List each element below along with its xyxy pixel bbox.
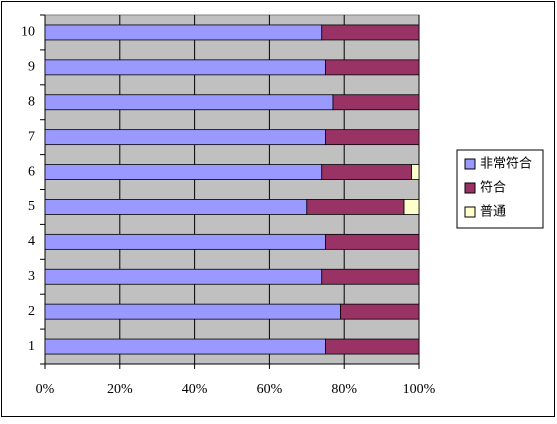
y-tick-label: 8 [28, 94, 35, 109]
bar-segment [44, 24, 323, 41]
bar-segment [44, 164, 323, 180]
bar-segment [325, 233, 420, 250]
bar-segment [44, 338, 326, 355]
bar-segment [44, 94, 334, 111]
bar-segment [325, 338, 420, 355]
x-tick-label: 80% [331, 382, 357, 397]
bar-segment [321, 268, 420, 285]
legend-label: 普通 [480, 205, 506, 220]
bar-segment [44, 303, 341, 320]
y-tick-label: 2 [28, 304, 35, 319]
y-tick-label: 4 [28, 234, 35, 249]
legend-swatch [464, 182, 476, 194]
legend-label: 非常符合 [480, 156, 532, 172]
bar-segment [321, 164, 412, 180]
bar-segment [340, 303, 420, 320]
bar-segment [44, 129, 326, 146]
x-tick-label: 40% [182, 382, 208, 397]
y-tick-label: 3 [28, 269, 35, 284]
y-tick-label: 1 [28, 339, 35, 354]
x-tick-label: 100% [403, 382, 436, 397]
bar-segment [44, 59, 326, 76]
bar-segment [306, 199, 405, 215]
legend-swatch [464, 158, 476, 170]
bar-segment [325, 59, 420, 76]
y-tick-label: 7 [28, 129, 35, 144]
y-tick-label: 10 [21, 25, 35, 40]
legend-swatch [464, 206, 476, 218]
y-tick-label: 6 [28, 164, 35, 179]
bar-segment [44, 268, 323, 285]
bar-segment [44, 233, 326, 250]
x-tick-label: 0% [36, 382, 55, 397]
bar-segment [332, 94, 420, 111]
bar-segment [44, 199, 308, 215]
bar-segment [411, 164, 420, 180]
x-tick-label: 20% [107, 382, 133, 397]
bar-segment [321, 24, 420, 41]
bar-segment [325, 129, 420, 146]
y-tick-label: 5 [28, 199, 35, 214]
legend-label: 符合 [480, 180, 506, 196]
y-tick-label: 9 [28, 60, 35, 75]
x-tick-label: 60% [257, 382, 283, 397]
bar-segment [403, 199, 420, 215]
